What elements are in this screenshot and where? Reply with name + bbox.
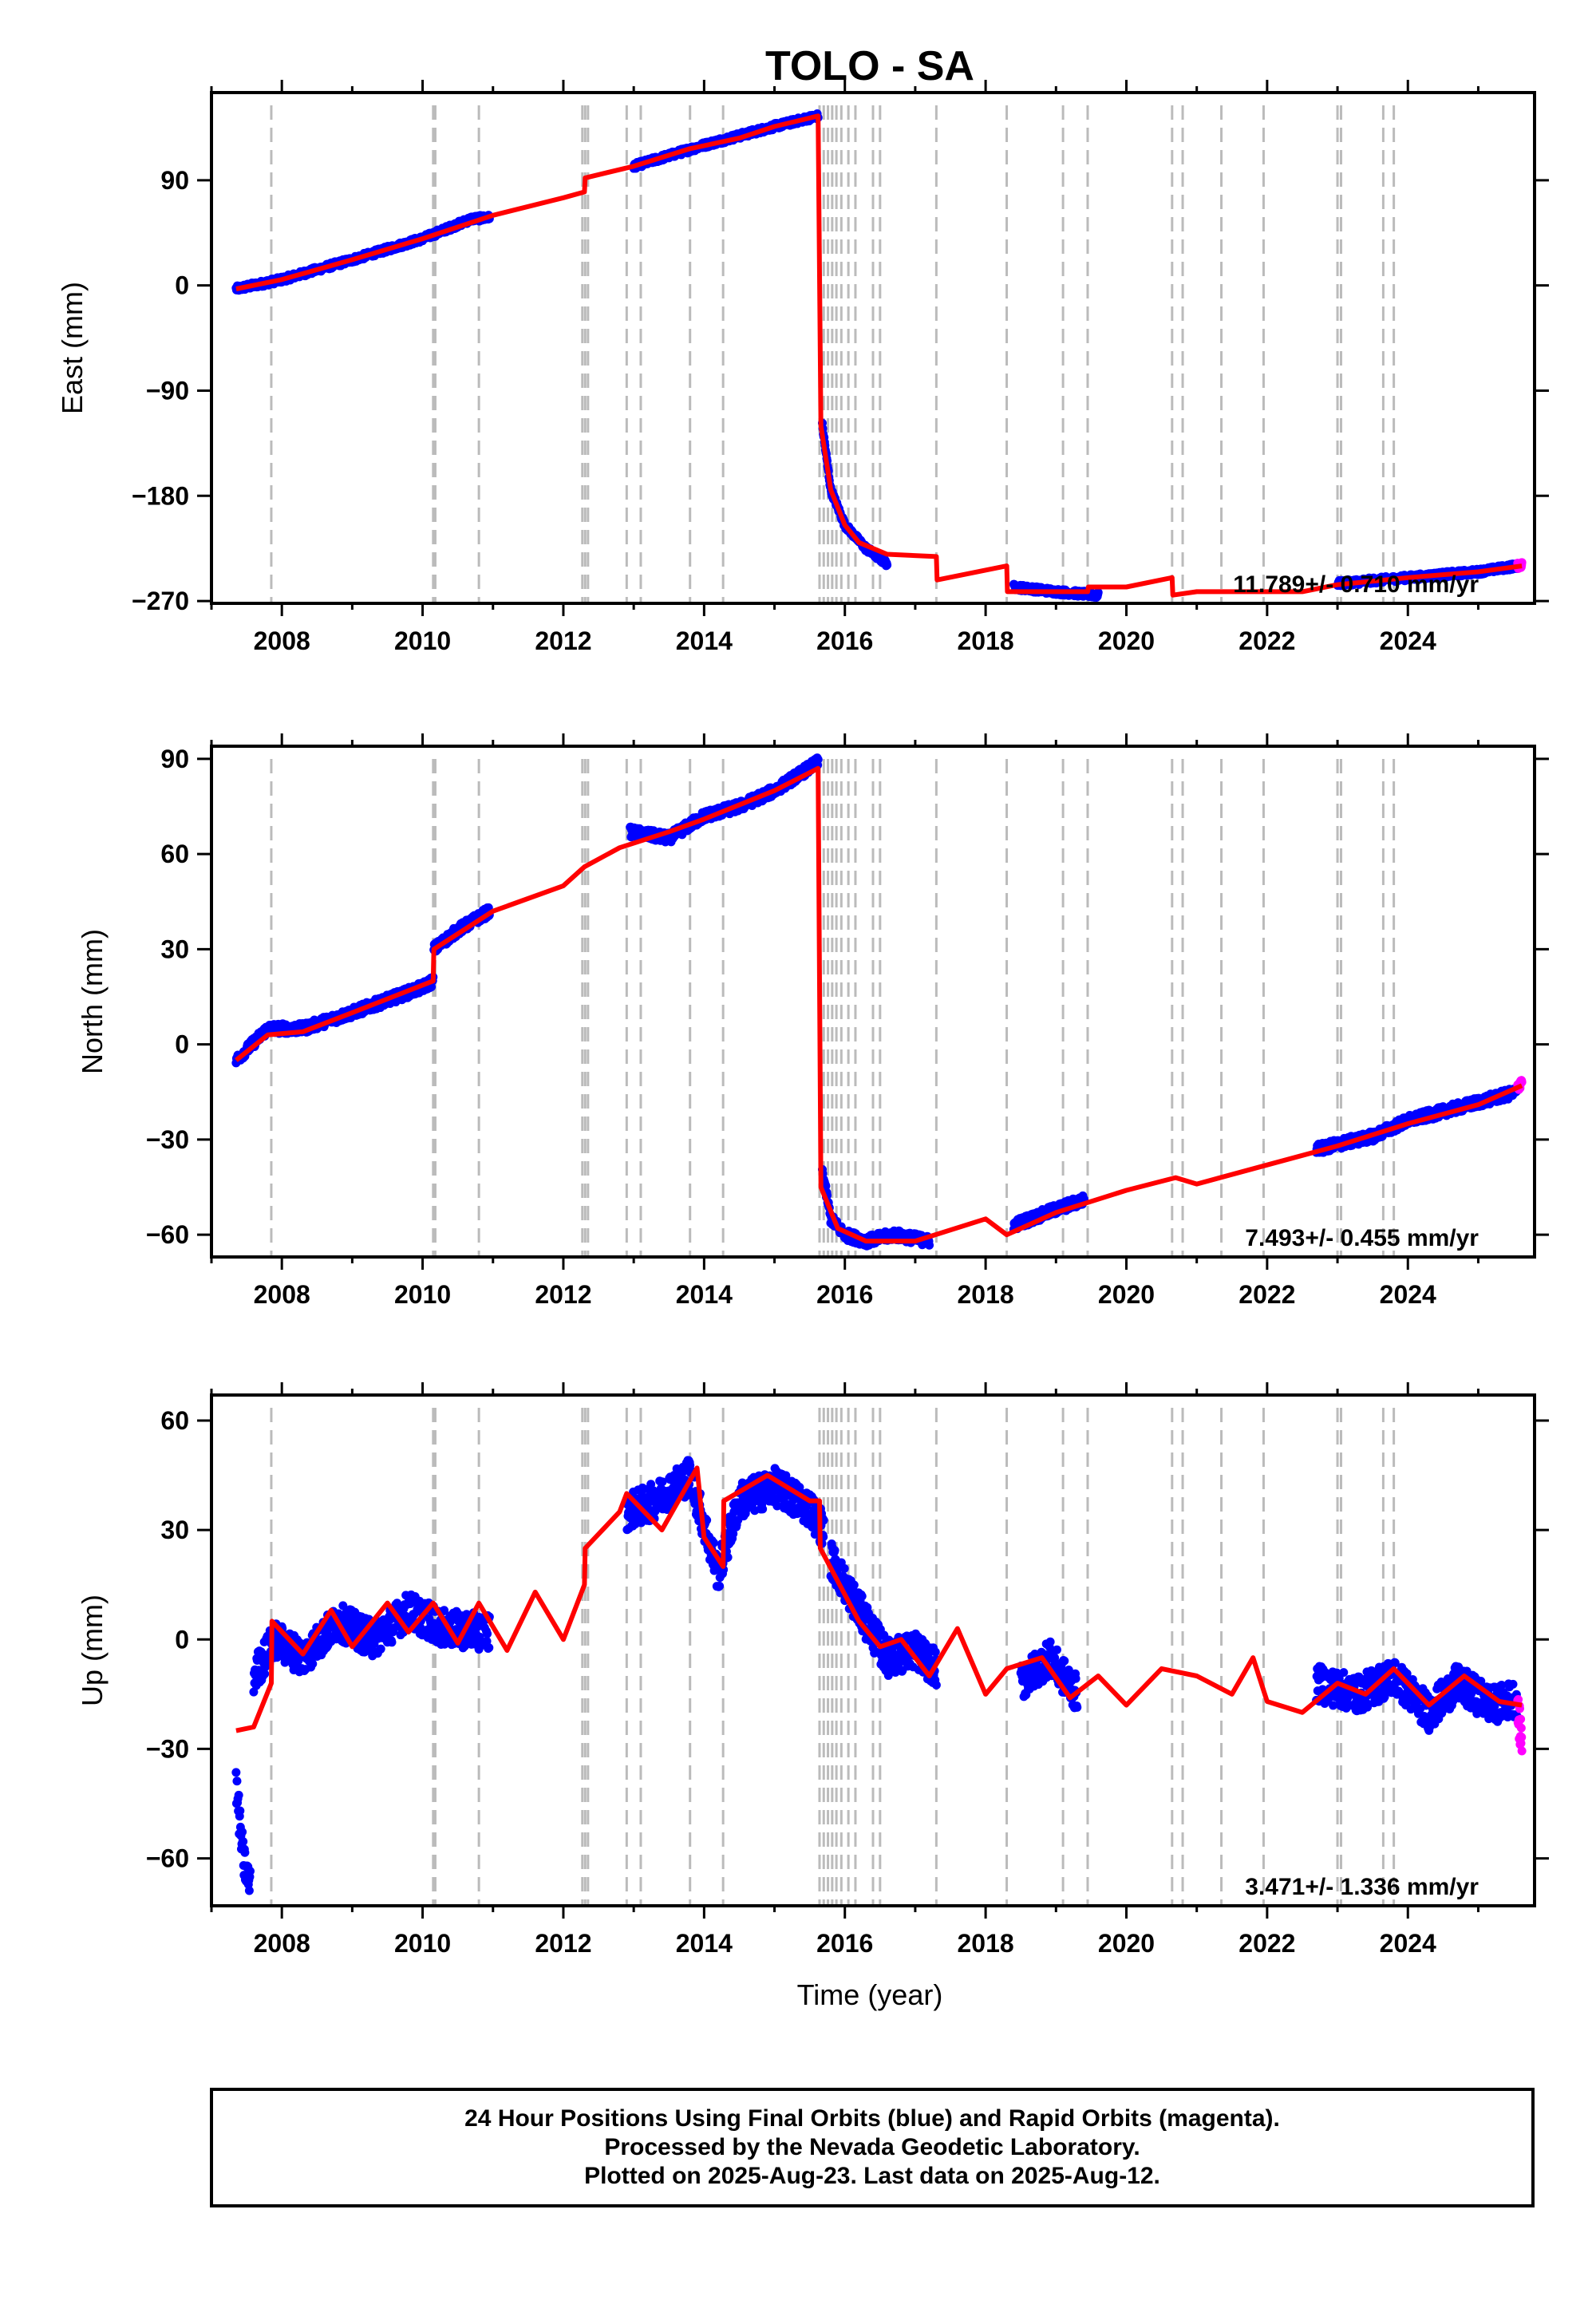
- rate-annotation: 11.789+/- 0.710 mm/yr: [1233, 571, 1479, 598]
- final-orbit-point: [484, 1643, 494, 1653]
- x-tick-label: 2010: [394, 626, 451, 655]
- x-tick-label: 2016: [816, 1280, 873, 1309]
- x-tick-label: 2014: [676, 1280, 733, 1309]
- north-panel: 2008 2010 2012 2014 2016 2018 2020 2022 2024 90 60…: [76, 733, 1549, 1309]
- final-orbit-point: [849, 1580, 859, 1590]
- up-panel: 2008 2010 2012 2014 2016 2018 2020 2022 20246030…: [76, 1382, 1549, 1958]
- x-tick-label: 2016: [816, 626, 873, 655]
- y-axis-label: East (mm): [56, 282, 89, 414]
- x-tick-label: 2024: [1380, 626, 1436, 655]
- x-tick-label: 2012: [535, 626, 591, 655]
- final-orbit-point: [234, 1790, 243, 1800]
- final-orbit-point: [715, 1581, 725, 1591]
- y-tick-label: −180: [132, 481, 189, 510]
- final-orbit-point: [308, 1659, 318, 1669]
- rate-annotation: 7.493+/- 0.455 mm/yr: [1245, 1225, 1479, 1251]
- x-tick-label: 2008: [254, 1280, 310, 1309]
- east-panel: 2008 2010 2012 2014 2016 2018 2020 2022 2024 90 0 −…: [56, 80, 1549, 655]
- y-tick-label: −30: [146, 1125, 189, 1154]
- y-tick-label: 30: [160, 935, 189, 963]
- y-tick-label: 0: [175, 1030, 189, 1059]
- y-tick-label: −270: [132, 587, 189, 615]
- y-tick-label: −60: [146, 1220, 189, 1249]
- y-tick-label: 0: [175, 271, 189, 300]
- final-orbit-point: [235, 1806, 245, 1816]
- final-orbit-point: [244, 1886, 254, 1895]
- y-tick-label: 90: [160, 745, 189, 773]
- final-orbit-point: [239, 1836, 248, 1846]
- final-orbit-point: [883, 560, 892, 570]
- final-orbit-point: [231, 1768, 241, 1777]
- final-orbit-point: [387, 1638, 397, 1647]
- x-tick-label: 2012: [535, 1280, 591, 1309]
- final-orbit-point: [246, 1867, 255, 1876]
- x-tick-label: 2022: [1238, 1280, 1295, 1309]
- final-orbit-point: [483, 1629, 492, 1638]
- final-orbit-point: [376, 1644, 385, 1654]
- final-orbit-point: [1093, 587, 1103, 597]
- x-tick-label: 2022: [1238, 626, 1295, 655]
- final-orbit-point: [240, 1848, 250, 1857]
- final-orbit-point: [758, 1504, 768, 1514]
- y-tick-label: −90: [146, 376, 189, 405]
- final-orbit-point: [238, 1828, 247, 1837]
- final-orbit-point: [857, 1591, 867, 1601]
- x-tick-label: 2018: [958, 1280, 1014, 1309]
- final-orbit-point: [813, 755, 823, 765]
- y-tick-label: 60: [160, 840, 189, 868]
- final-orbit-point: [830, 1546, 839, 1555]
- chart-title: TOLO - SA: [765, 43, 974, 89]
- x-tick-label: 2014: [676, 626, 733, 655]
- plot-frame: [210, 745, 1536, 1259]
- final-orbit-point: [839, 1563, 849, 1573]
- x-tick-label: 2010: [394, 1280, 451, 1309]
- plot-frame: [210, 91, 1536, 605]
- x-tick-label: 2008: [254, 626, 310, 655]
- y-tick-label: 90: [160, 166, 189, 195]
- x-tick-label: 2020: [1098, 1280, 1155, 1309]
- x-tick-label: 2018: [958, 626, 1014, 655]
- x-tick-label: 2024: [1380, 1280, 1436, 1309]
- final-orbit-point: [925, 1240, 934, 1250]
- x-tick-label: 2020: [1098, 626, 1155, 655]
- y-axis-label: North (mm): [76, 929, 109, 1074]
- final-orbit-point: [232, 1777, 242, 1786]
